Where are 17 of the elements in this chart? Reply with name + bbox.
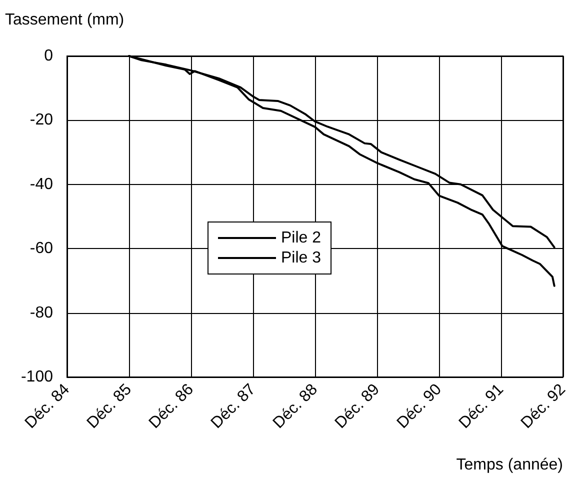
y-tick-label: -80 [30,304,54,322]
y-axis-title: Tassement (mm) [5,12,124,28]
x-tick-label: Déc. 89 [332,380,384,432]
x-tick-label: Déc. 92 [518,380,570,432]
x-tick-label: Déc. 88 [270,380,322,432]
y-tick-label: -60 [30,240,54,258]
x-tick-label: Déc. 90 [394,380,446,432]
y-tick-label: 0 [44,48,54,64]
x-tick-label: Déc. 85 [84,380,136,432]
x-tick-label: Déc. 86 [146,380,198,432]
legend-label: Pile 2 [281,230,322,246]
x-axis-title: Temps (année) [456,456,563,474]
x-tick-label: Déc. 91 [456,380,508,432]
y-tick-label: -20 [30,112,54,129]
y-tick-label: -40 [30,176,54,193]
legend-label: Pile 3 [281,250,322,266]
x-tick-label: Déc. 87 [208,380,260,432]
